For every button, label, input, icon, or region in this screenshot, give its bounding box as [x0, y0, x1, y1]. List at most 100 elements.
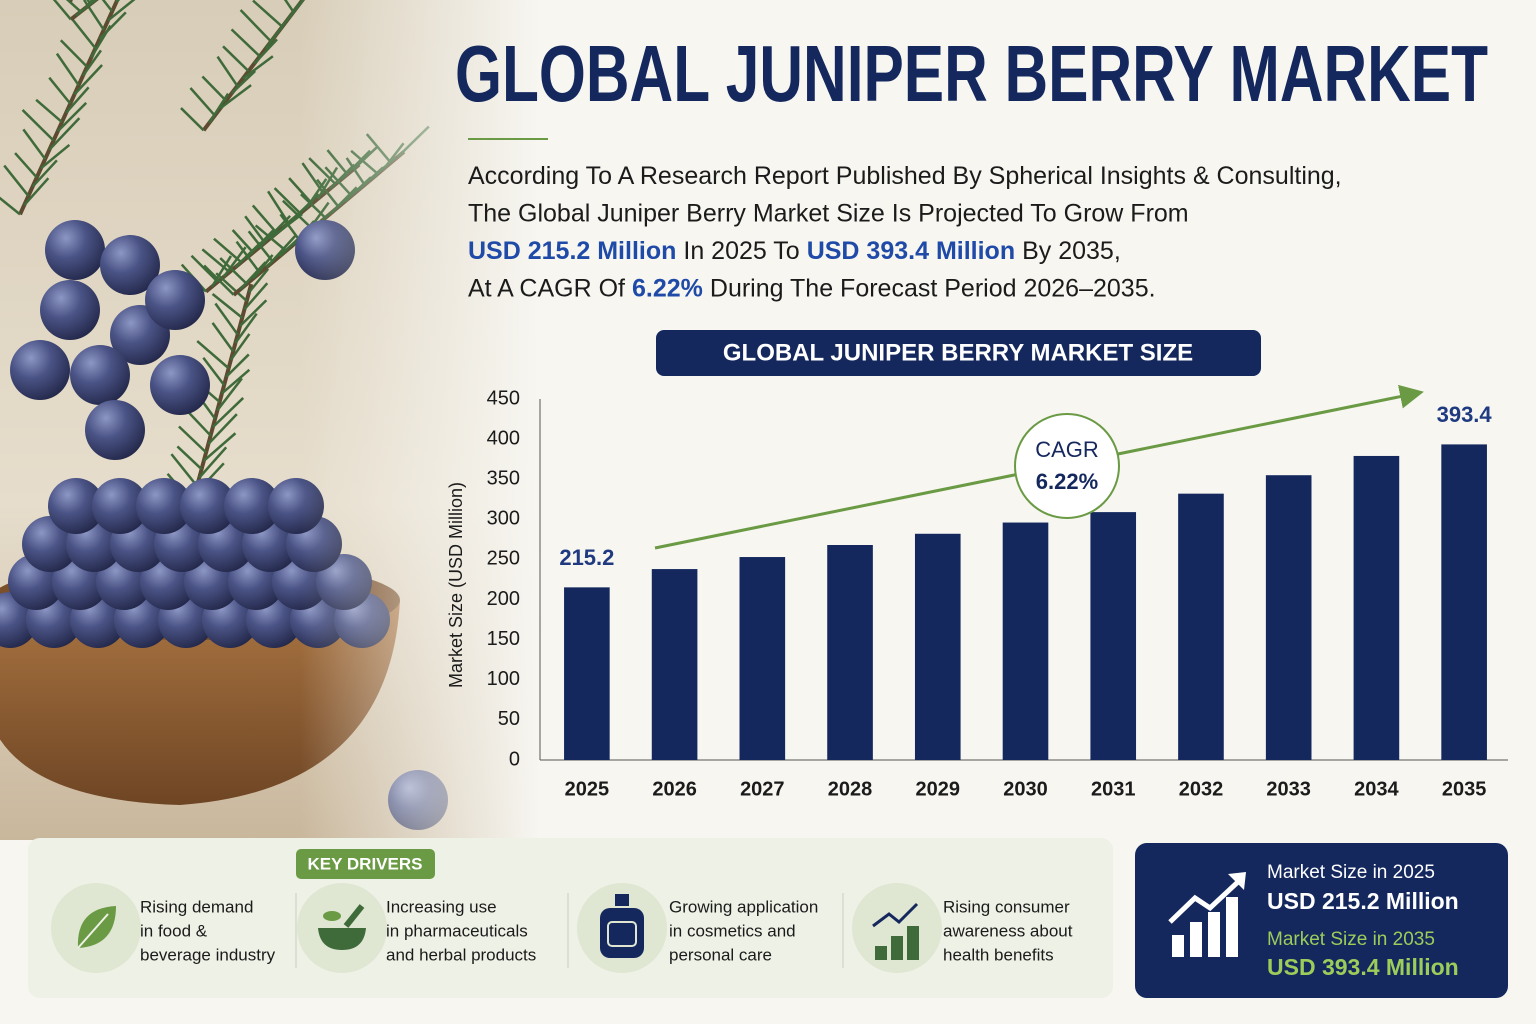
needle: [213, 237, 243, 264]
x-tick-label: 2031: [1091, 778, 1136, 800]
berry: [85, 400, 145, 460]
growth-bar: [907, 926, 919, 960]
needle: [230, 28, 261, 58]
needle: [3, 164, 30, 197]
intro-text: In 2025 To: [683, 237, 799, 265]
driver-text: in pharmaceuticals: [386, 921, 528, 940]
needle: [184, 408, 212, 437]
bar: [1090, 512, 1137, 760]
bar: [1178, 493, 1224, 760]
needle: [247, 268, 270, 294]
needle: [252, 0, 284, 28]
needle: [202, 432, 237, 462]
needle: [210, 255, 233, 288]
needle: [101, 0, 114, 13]
mortar-icon: [318, 928, 366, 950]
needle: [0, 196, 21, 216]
bar: [1265, 475, 1312, 760]
needle: [211, 292, 243, 319]
page-title: GLOBAL JUNIPER BERRY MARKET: [455, 29, 1488, 118]
drivers: Rising demand in food & beverage industry I…: [51, 883, 1073, 973]
needle: [230, 70, 257, 95]
needle: [222, 246, 247, 278]
herb: [323, 911, 341, 921]
driver-text: Rising demand: [140, 897, 253, 916]
needle: [219, 257, 248, 285]
x-tick-label: 2035: [1442, 778, 1487, 800]
needle: [283, 0, 295, 13]
intro-text: At A CAGR Of: [468, 274, 625, 302]
y-tick-label: 250: [487, 548, 520, 570]
pestle: [343, 904, 365, 928]
berry: [224, 478, 280, 534]
needle: [196, 340, 230, 370]
berry: [10, 340, 70, 400]
needle: [242, 55, 274, 80]
needle: [229, 333, 251, 361]
growth-icon: [1168, 872, 1246, 957]
berry: [136, 478, 192, 534]
icon-bar: [1208, 912, 1220, 957]
needle: [52, 0, 72, 21]
photo: [0, 0, 540, 840]
chart-title-banner: [656, 330, 1261, 376]
needle: [190, 254, 219, 283]
y-tick-label: 200: [487, 588, 520, 610]
x-tick-label: 2032: [1179, 778, 1224, 800]
chart-title: GLOBAL JUNIPER BERRY MARKET SIZE: [723, 339, 1193, 366]
needle: [201, 75, 227, 102]
needle: [56, 102, 88, 133]
bottle-cap: [615, 894, 629, 906]
cagr-text: 6.22%: [1036, 469, 1098, 494]
intro-highlight: 6.22%: [632, 274, 703, 302]
driver-text: beverage industry: [140, 945, 276, 964]
needle: [265, 235, 296, 269]
needle: [201, 248, 231, 274]
needle: [55, 52, 80, 86]
needle: [23, 177, 50, 206]
needle: [35, 98, 63, 124]
driver-text: and herbal products: [386, 945, 536, 964]
y-tick-label: 300: [487, 508, 520, 530]
bottle-body: [600, 908, 644, 958]
berry: [180, 478, 236, 534]
needle: [81, 49, 102, 77]
growth-bar: [875, 946, 887, 960]
summary-label: Market Size in 2025: [1267, 862, 1435, 883]
bar: [1002, 522, 1049, 760]
needle: [214, 302, 239, 336]
cagr-badge: [1014, 413, 1120, 519]
needle: [221, 368, 251, 395]
intro-highlight: USD 215.2 Million: [468, 237, 676, 265]
y-tick-label: 50: [498, 708, 520, 730]
growth-bar: [891, 936, 903, 960]
needle: [247, 230, 274, 263]
needle: [202, 357, 226, 386]
needle: [235, 240, 261, 274]
branch: [18, 0, 120, 216]
needle: [211, 397, 245, 429]
needle: [189, 87, 216, 117]
driver-text: in cosmetics and: [669, 921, 796, 940]
needle: [65, 86, 90, 114]
icon-arrow: [1228, 872, 1246, 890]
needle: [253, 38, 278, 65]
x-tick-label: 2025: [565, 778, 610, 800]
needle: [244, 215, 266, 244]
needle: [22, 128, 47, 160]
summary-value: USD 393.4 Million: [1267, 954, 1459, 980]
intro-text: According To A Research Report Published…: [468, 162, 1342, 190]
needle: [98, 11, 127, 40]
needle: [222, 45, 250, 73]
x-tick-label: 2030: [1003, 778, 1048, 800]
y-tick-label: 0: [509, 748, 520, 770]
intro-highlight: USD 393.4 Million: [807, 237, 1015, 265]
intro-line: The Global Juniper Berry Market Size Is …: [468, 199, 1189, 227]
driver-text: in food &: [140, 921, 208, 940]
needle: [207, 413, 238, 445]
needle: [73, 64, 103, 96]
needle: [59, 39, 88, 68]
needle: [107, 0, 136, 22]
bar: [564, 587, 610, 760]
